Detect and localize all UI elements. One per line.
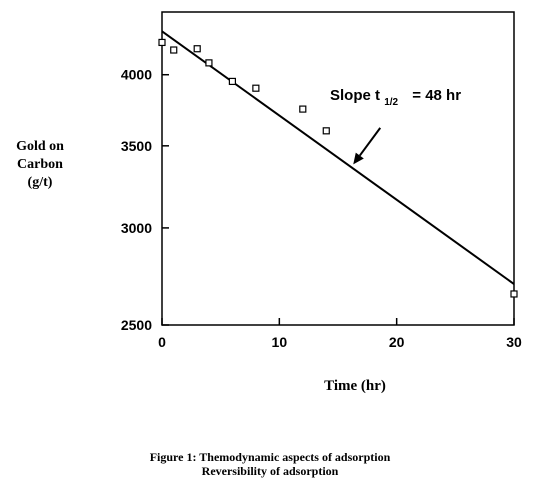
slope-annotation: Slope t 1/2 = 48 hr: [330, 87, 461, 165]
y-axis-label-line: Carbon: [17, 157, 63, 172]
data-point: [228, 77, 236, 86]
svg-text:Slope t 1/2 = 48: Slope t 1/2 = 48 hr: [330, 87, 461, 109]
data-point: [510, 290, 518, 298]
annotation-arrow-head: [353, 152, 364, 165]
data-point: [299, 105, 307, 113]
data-point: [252, 84, 260, 92]
data-point: [322, 127, 330, 135]
data-point: [205, 59, 213, 67]
x-tick-label: 30: [506, 334, 522, 350]
data-point: [193, 45, 201, 53]
y-axis-label-line: (g/t): [27, 175, 53, 190]
figure-caption: Figure 1: Themodynamic aspects of adsorp…: [100, 450, 440, 478]
x-tick-label: 20: [389, 334, 405, 350]
y-tick-label: 2500: [121, 317, 152, 333]
y-tick-label: 4000: [121, 67, 152, 83]
caption-line: Reversibility of adsorption: [201, 464, 339, 478]
data-point: [158, 38, 166, 47]
y-axis-label-line: Gold on: [16, 139, 64, 154]
x-axis-label: Time (hr): [324, 378, 386, 394]
y-axis-label: Gold on Carbon (g/t): [0, 138, 80, 192]
fit-line: [161, 30, 515, 285]
annotation-prefix: Slope t: [330, 87, 380, 104]
plot-frame: [161, 11, 515, 326]
x-tick-label: 0: [158, 334, 166, 350]
y-tick-label: 3500: [121, 138, 152, 154]
x-tick-label: 10: [272, 334, 288, 350]
caption-line: Figure 1: Themodynamic aspects of adsorp…: [149, 450, 391, 464]
data-point: [170, 46, 178, 54]
y-tick-label: 3000: [121, 220, 152, 236]
annotation-subscript: 1/2: [384, 97, 398, 108]
annotation-suffix: = 48 hr: [412, 87, 461, 104]
annotation-arrow: [358, 127, 382, 157]
